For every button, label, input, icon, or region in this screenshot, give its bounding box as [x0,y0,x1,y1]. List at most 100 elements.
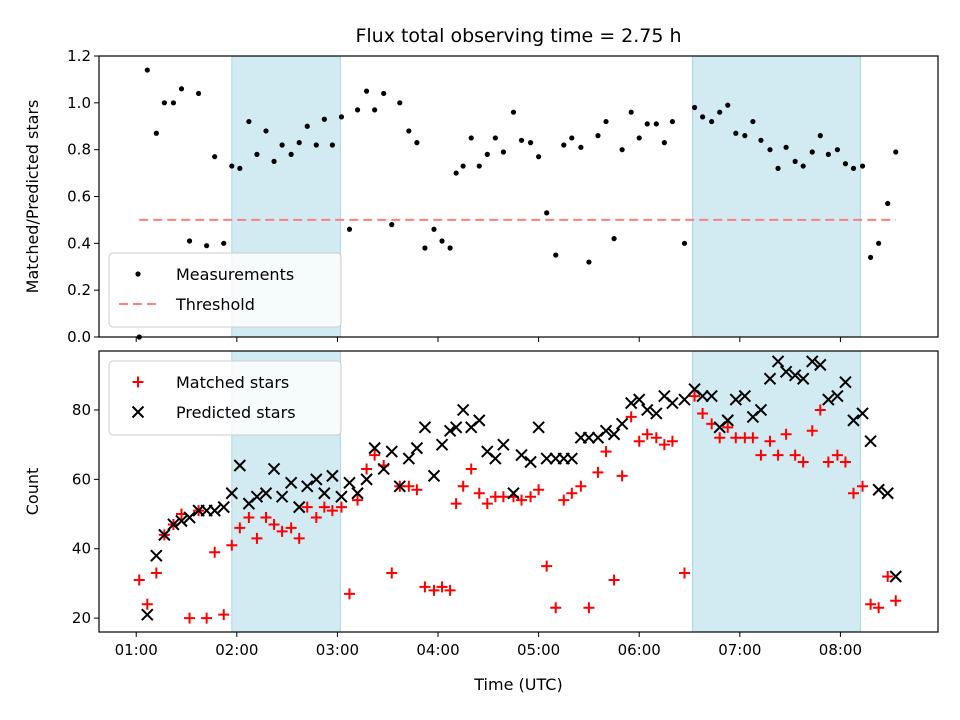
y-tick-label: 0.4 [67,234,91,252]
predicted-stars-point [435,438,449,451]
measurement-point [447,245,453,251]
measurement-point [750,118,756,125]
matched-stars-point [650,432,662,444]
matched-stars-point [352,494,364,506]
matched-stars-point [465,463,477,475]
predicted-stars-point [705,389,718,403]
y-tick-label: 20 [72,609,91,627]
measurement-point [578,144,584,150]
measurement-point [644,121,650,127]
predicted-stars-point [839,376,852,389]
measurement-point [611,236,617,242]
measurement-point [153,130,159,136]
chart-title: Flux total observing time = 2.75 h [355,25,681,47]
matched-stars-point [658,439,670,451]
predicted-stars-point [301,480,314,493]
bottom-panel-y-axis-label: Count [23,468,42,516]
predicted-stars-point [497,438,510,451]
matched-stars-point [243,512,255,524]
x-tick-label: 01:00 [115,641,158,659]
predicted-stars-point [335,490,348,503]
predicted-stars-point [532,421,545,434]
matched-stars-point [268,518,280,530]
matched-stars-point [772,449,784,461]
matched-stars-point [226,539,238,551]
y-tick-label: 0.0 [67,328,91,346]
predicted-stars-point [696,389,709,403]
measurement-point [170,100,177,106]
predicted-stars-point [864,434,877,448]
predicted-stars-point [565,452,579,465]
measurement-point [296,140,302,146]
measurement-point [681,240,688,246]
matched-stars-point [592,466,604,478]
legend-box [108,360,342,436]
measurement-point [527,140,534,146]
measurement-point [669,118,676,125]
predicted-stars-point [343,476,356,490]
y-tick-label: 1.0 [67,94,91,112]
predicted-stars-point [402,452,416,465]
matched-stars-point [608,574,620,586]
measurement-point [867,254,874,260]
matched-stars-point [747,432,759,444]
matched-stars-point [789,449,801,461]
y-tick-label: 60 [72,470,91,488]
matched-stars-point [251,532,263,544]
measurement-point [636,135,642,141]
predicted-stars-point [650,407,663,420]
predicted-stars-point [310,473,323,486]
predicted-stars-point [217,500,230,514]
matched-stars-point [764,435,776,447]
x-tick-label: 05:00 [517,641,560,659]
measurement-point [329,142,335,148]
measurement-point [186,238,193,244]
matched-stars-point [839,456,851,468]
measurement-point [271,158,277,164]
predicted-stars-point [779,365,793,379]
x-axis-label: Time (UTC) [473,675,562,694]
measurement-point [406,128,412,134]
measurement-point [237,165,243,171]
predicted-stars-point [666,396,679,410]
measurement-point [229,163,235,169]
measurement-point [544,210,550,216]
measurement-point [304,123,310,129]
measurement-point [742,133,748,139]
predicted-stars-point [872,483,885,496]
y-tick-label: 80 [72,401,91,419]
measurement-point [246,118,252,125]
matched-stars-point [369,449,381,461]
matched-stars-point [293,532,305,544]
predicted-stars-point [427,469,441,483]
predicted-stars-point [524,455,537,469]
predicted-stars-point [393,480,407,493]
legend-label: Predicted stars [176,403,296,422]
predicted-stars-point [167,518,180,531]
y-tick-label: 40 [72,540,91,558]
measurement-point [792,158,798,164]
legend-label: Measurements [176,265,294,284]
predicted-stars-point [599,424,613,437]
predicted-stars-point [582,431,596,444]
measurement-point [553,252,559,258]
predicted-stars-point [225,487,238,500]
y-tick-label: 0.2 [67,281,91,299]
predicted-stars-point [456,403,470,417]
measurement-point [717,109,723,115]
measurement-point [510,109,517,115]
predicted-stars-point [150,549,163,562]
predicted-stars-point [233,459,247,472]
matched-stars-point [831,449,843,461]
x-tick-label: 03:00 [316,641,359,659]
measurement-point [204,243,210,249]
predicted-stars-point [410,441,424,455]
predicted-stars-point [721,414,734,427]
measurement-point [850,165,857,171]
x-tick-label: 04:00 [416,641,459,659]
predicted-stars-point [806,355,819,368]
matched-stars-point [882,570,894,582]
matched-stars-point [550,602,562,614]
predicted-stars-point [771,355,785,368]
